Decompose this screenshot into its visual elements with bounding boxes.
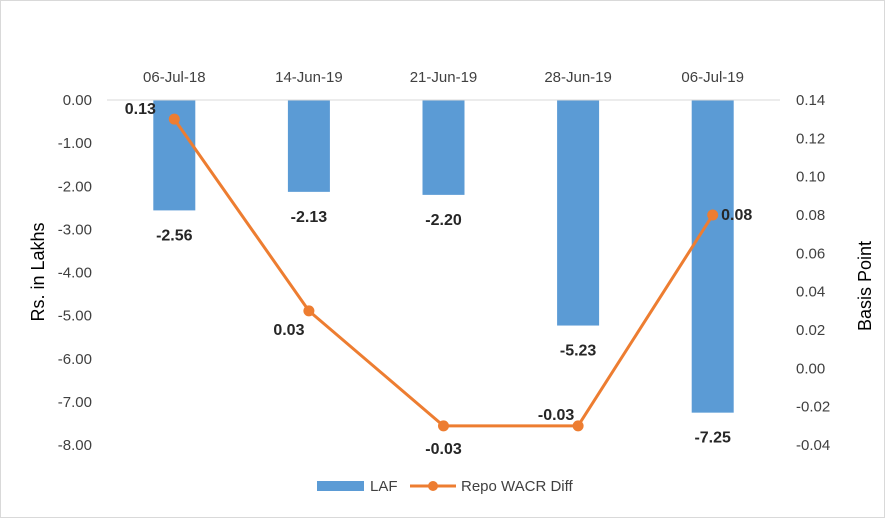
repo-wacr-marker — [572, 420, 584, 432]
laf-bar — [287, 100, 330, 192]
laf-bar — [422, 100, 465, 195]
repo-wacr-marker — [707, 209, 719, 221]
legend-swatch-repo-wacr-marker — [428, 481, 438, 491]
right-tick-label: -0.02 — [796, 399, 830, 416]
left-axis-title: Rs. in Lakhs — [28, 222, 48, 321]
right-tick-label: 0.04 — [796, 284, 825, 301]
category-label: 06-Jul-18 — [143, 69, 206, 86]
right-tick-label: 0.02 — [796, 322, 825, 339]
left-axis-tick-labels: 0.00 -1.00 -2.00 -3.00 -4.00 -5.00 -6.00 -7.00 -… — [58, 92, 92, 454]
repo-wacr-data-labels: 0.13 0.03 -0.03 -0.03 0.08 — [125, 101, 753, 458]
right-tick-label: 0.12 — [796, 130, 825, 147]
legend-swatch-laf — [317, 481, 364, 491]
repo-wacr-data-label: 0.08 — [721, 207, 752, 224]
laf-data-labels: -2.56 -2.13 -2.20 -5.23 -7.25 — [156, 209, 731, 447]
repo-wacr-line — [168, 113, 719, 432]
left-tick-label: -4.00 — [58, 265, 92, 282]
laf-bar — [557, 100, 600, 326]
left-tick-label: -7.00 — [58, 394, 92, 411]
left-tick-label: 0.00 — [63, 92, 92, 109]
laf-data-label: -2.56 — [156, 227, 193, 244]
left-tick-label: -1.00 — [58, 135, 92, 152]
laf-data-label: -5.23 — [560, 343, 597, 360]
right-axis-tick-labels: 0.14 0.12 0.10 0.08 0.06 0.04 0.02 0.00 -0.02 -0.… — [796, 92, 830, 454]
right-tick-label: 0.00 — [796, 360, 825, 377]
category-label: 06-Jul-19 — [681, 69, 744, 86]
laf-data-label: -2.13 — [291, 209, 328, 226]
repo-wacr-marker — [438, 420, 449, 432]
repo-wacr-data-label: 0.13 — [125, 101, 156, 118]
category-label: 14-Jun-19 — [275, 69, 343, 86]
right-tick-label: 0.08 — [796, 207, 825, 224]
left-tick-label: -6.00 — [58, 351, 92, 368]
right-tick-label: 0.10 — [796, 169, 825, 186]
right-axis-title: Basis Point — [855, 241, 875, 331]
left-tick-label: -5.00 — [58, 308, 92, 325]
laf-bars — [153, 100, 734, 413]
left-tick-label: -2.00 — [58, 178, 92, 195]
left-tick-label: -8.00 — [58, 437, 92, 454]
laf-bar — [691, 100, 734, 413]
laf-data-label: -7.25 — [694, 430, 731, 447]
category-label: 28-Jun-19 — [544, 69, 612, 86]
right-tick-label: -0.04 — [796, 437, 830, 454]
legend: LAF Repo WACR Diff — [317, 478, 574, 495]
repo-wacr-data-label: 0.03 — [273, 322, 304, 339]
left-tick-label: -3.00 — [58, 221, 92, 238]
repo-wacr-data-label: -0.03 — [538, 407, 575, 424]
legend-label-repo-wacr-diff: Repo WACR Diff — [461, 478, 574, 495]
right-tick-label: 0.14 — [796, 92, 825, 109]
legend-label-laf: LAF — [370, 478, 398, 495]
right-tick-label: 0.06 — [796, 245, 825, 262]
laf-data-label: -2.20 — [425, 212, 462, 229]
category-labels: 06-Jul-18 14-Jun-19 21-Jun-19 28-Jun-19 06-J… — [143, 69, 744, 86]
repo-wacr-data-label: -0.03 — [425, 441, 462, 458]
repo-wacr-marker — [303, 305, 315, 317]
category-label: 21-Jun-19 — [410, 69, 478, 86]
repo-wacr-marker — [168, 113, 180, 125]
